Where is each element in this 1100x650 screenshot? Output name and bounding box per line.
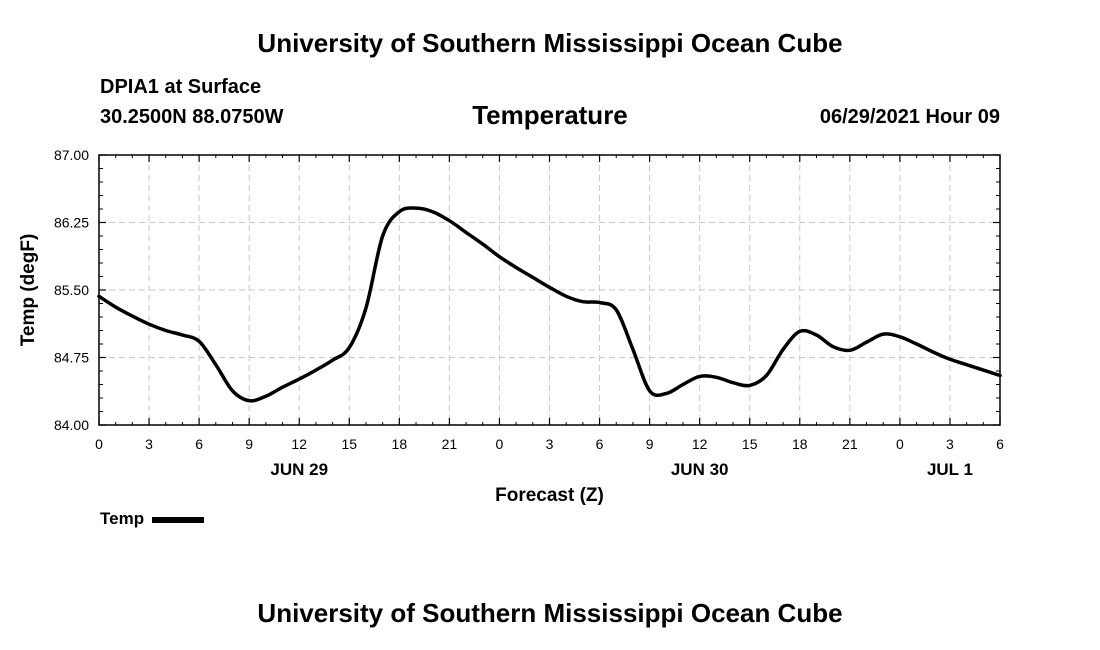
date-label: JUN 30 bbox=[671, 460, 729, 479]
date-label: JUL 1 bbox=[927, 460, 973, 479]
x-axis-title: Forecast (Z) bbox=[495, 485, 604, 506]
x-tick-label: 9 bbox=[646, 436, 654, 452]
legend-label: Temp bbox=[100, 509, 145, 528]
footer-title: University of Southern Mississippi Ocean… bbox=[257, 598, 843, 628]
station-coordinates: 30.2500N 88.0750W bbox=[100, 106, 284, 128]
chart-title: Temperature bbox=[472, 100, 628, 130]
x-tick-label: 9 bbox=[245, 436, 253, 452]
forecast-datetime: 06/29/2021 Hour 09 bbox=[819, 106, 1000, 128]
y-tick-label: 87.00 bbox=[54, 147, 89, 163]
station-label: DPIA1 at Surface bbox=[100, 76, 262, 98]
page-title: University of Southern Mississippi Ocean… bbox=[257, 28, 843, 58]
x-tick-label: 6 bbox=[195, 436, 203, 452]
x-tick-label: 18 bbox=[392, 436, 408, 452]
x-tick-label: 3 bbox=[145, 436, 153, 452]
y-tick-label: 86.25 bbox=[54, 215, 89, 231]
series-line-temp bbox=[97, 206, 1002, 403]
x-tick-label: 21 bbox=[842, 436, 858, 452]
x-tick-label: 12 bbox=[291, 436, 307, 452]
x-tick-label: 12 bbox=[692, 436, 708, 452]
x-tick-label: 21 bbox=[442, 436, 458, 452]
legend-line-swatch bbox=[152, 517, 205, 523]
y-tick-label: 84.75 bbox=[54, 350, 89, 366]
date-label: JUN 29 bbox=[270, 460, 328, 479]
y-axis-title: Temp (degF) bbox=[18, 234, 39, 347]
x-tick-label: 15 bbox=[341, 436, 357, 452]
x-tick-label: 0 bbox=[95, 436, 103, 452]
x-tick-label: 3 bbox=[946, 436, 954, 452]
y-tick-label: 85.50 bbox=[54, 282, 89, 298]
x-tick-label: 15 bbox=[742, 436, 758, 452]
x-tick-label: 6 bbox=[596, 436, 604, 452]
legend: Temp bbox=[100, 509, 205, 529]
y-tick-label: 84.00 bbox=[54, 417, 89, 433]
x-tick-label: 0 bbox=[496, 436, 504, 452]
x-tick-label: 18 bbox=[792, 436, 808, 452]
x-tick-label: 6 bbox=[996, 436, 1004, 452]
x-tick-label: 3 bbox=[546, 436, 554, 452]
x-tick-label: 0 bbox=[896, 436, 904, 452]
